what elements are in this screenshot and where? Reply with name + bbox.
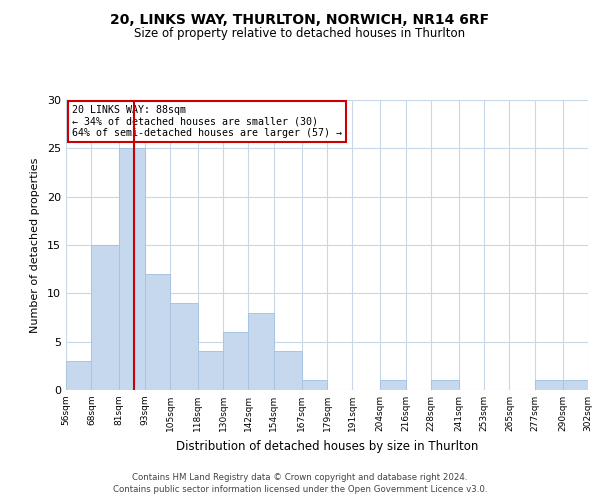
- Text: Size of property relative to detached houses in Thurlton: Size of property relative to detached ho…: [134, 28, 466, 40]
- Bar: [170, 303, 197, 390]
- Text: 20, LINKS WAY, THURLTON, NORWICH, NR14 6RF: 20, LINKS WAY, THURLTON, NORWICH, NR14 6…: [110, 12, 490, 26]
- Bar: [223, 332, 248, 390]
- Y-axis label: Number of detached properties: Number of detached properties: [30, 158, 40, 332]
- Text: Contains HM Land Registry data © Crown copyright and database right 2024.: Contains HM Land Registry data © Crown c…: [132, 474, 468, 482]
- Bar: [248, 312, 274, 390]
- Bar: [91, 245, 119, 390]
- Bar: [274, 352, 302, 390]
- X-axis label: Distribution of detached houses by size in Thurlton: Distribution of detached houses by size …: [176, 440, 478, 452]
- Bar: [380, 380, 406, 390]
- Text: Contains public sector information licensed under the Open Government Licence v3: Contains public sector information licen…: [113, 485, 487, 494]
- Bar: [145, 274, 170, 390]
- Bar: [119, 148, 145, 390]
- Bar: [66, 361, 91, 390]
- Bar: [197, 352, 223, 390]
- Bar: [563, 380, 588, 390]
- Text: 20 LINKS WAY: 88sqm
← 34% of detached houses are smaller (30)
64% of semi-detach: 20 LINKS WAY: 88sqm ← 34% of detached ho…: [73, 105, 343, 138]
- Bar: [431, 380, 458, 390]
- Bar: [302, 380, 327, 390]
- Bar: [535, 380, 563, 390]
